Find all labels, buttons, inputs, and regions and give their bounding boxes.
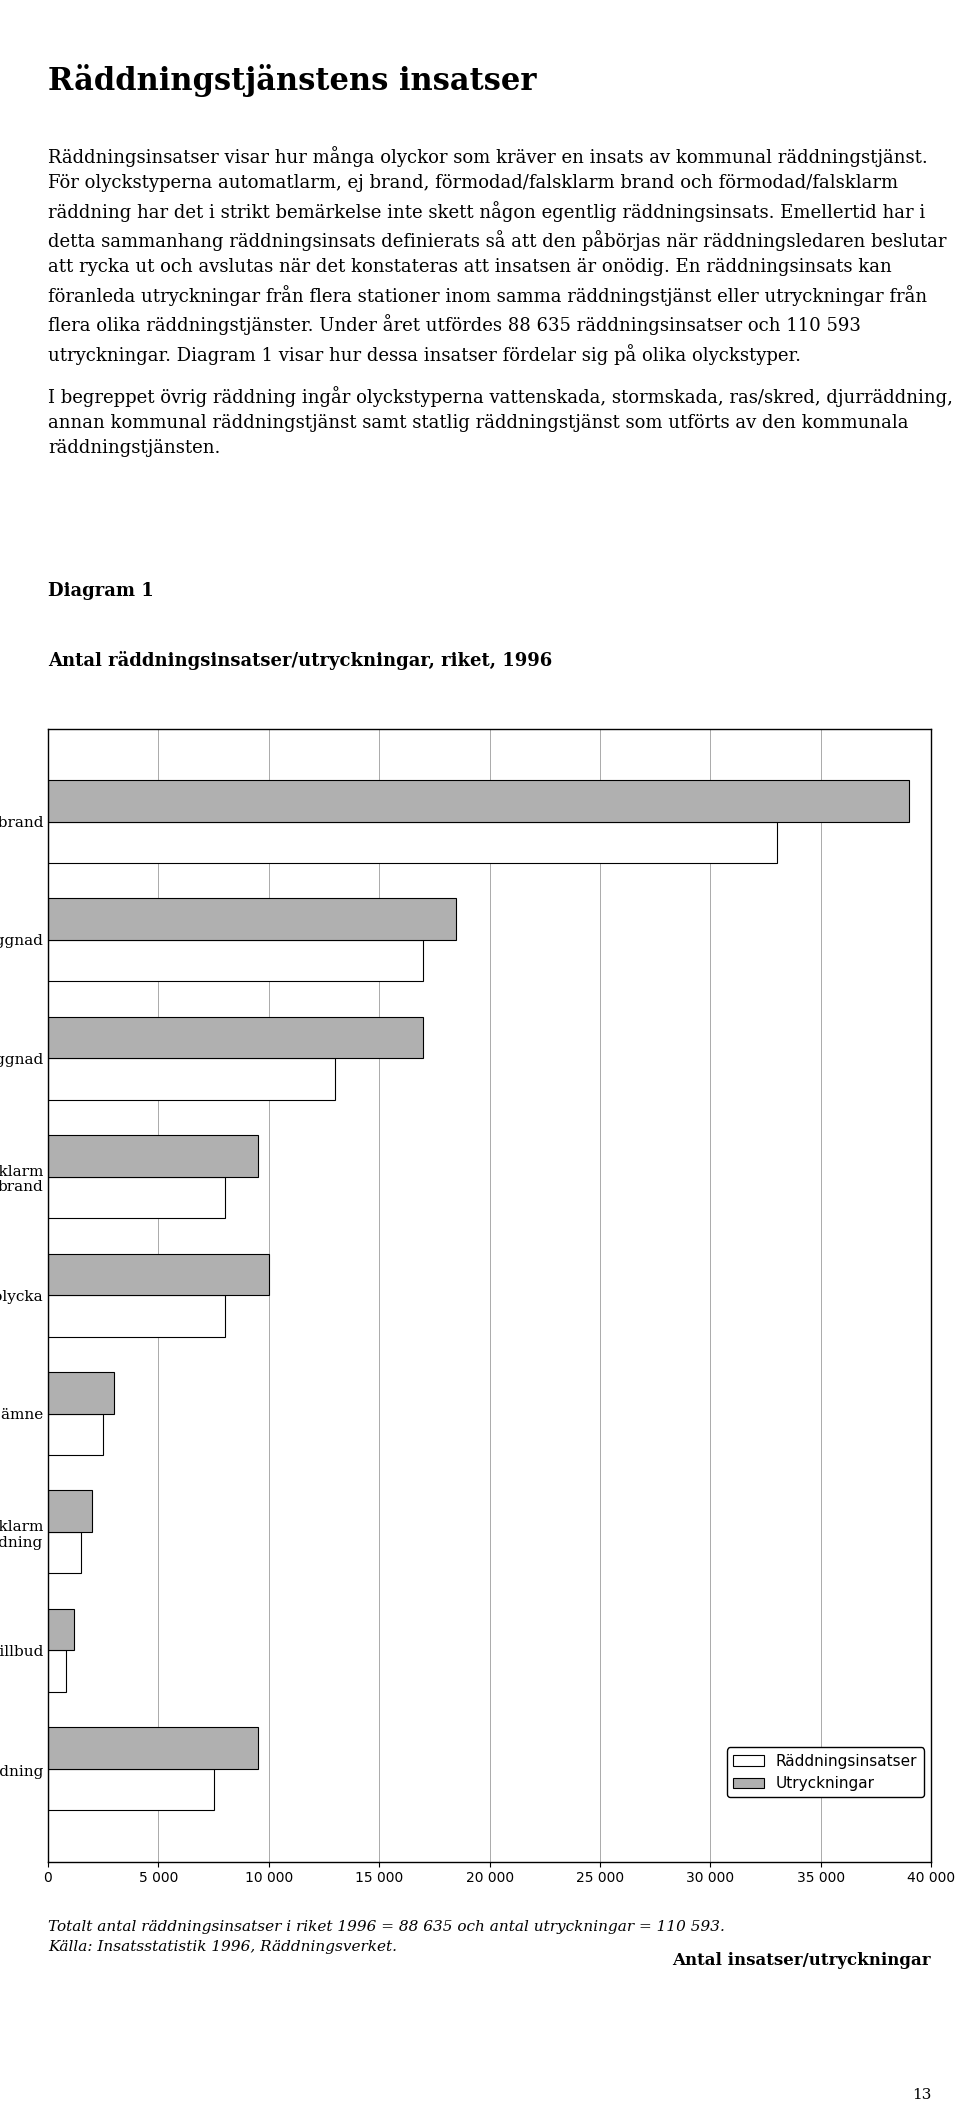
Legend: Räddningsinsatser, Utryckningar: Räddningsinsatser, Utryckningar xyxy=(727,1747,924,1798)
Bar xyxy=(48,1728,257,1768)
Bar xyxy=(48,1295,225,1337)
Text: Räddningstjänstens insatser: Räddningstjänstens insatser xyxy=(48,64,537,98)
X-axis label: Antal insatser/utryckningar: Antal insatser/utryckningar xyxy=(673,1953,931,1970)
Bar xyxy=(48,1533,81,1573)
Bar xyxy=(48,1017,423,1057)
Bar xyxy=(48,1176,225,1219)
Bar xyxy=(48,822,777,862)
Bar xyxy=(48,898,457,940)
Text: I begreppet övrig räddning ingår olyckstyperna vattenskada, stormskada, ras/skre: I begreppet övrig räddning ingår olyckst… xyxy=(48,386,953,456)
Bar xyxy=(48,1371,114,1414)
Bar xyxy=(48,1414,103,1454)
Text: Räddningsinsatser visar hur många olyckor som kräver en insats av kommunal räddn: Räddningsinsatser visar hur många olycko… xyxy=(48,146,947,365)
Bar xyxy=(48,1768,213,1811)
Text: 13: 13 xyxy=(912,2087,931,2102)
Text: Diagram 1: Diagram 1 xyxy=(48,582,154,601)
Bar xyxy=(48,1136,257,1176)
Bar xyxy=(48,1650,65,1692)
Bar xyxy=(48,940,423,981)
Text: Antal räddningsinsatser/utryckningar, riket, 1996: Antal räddningsinsatser/utryckningar, ri… xyxy=(48,652,552,671)
Bar xyxy=(48,1609,75,1650)
Bar xyxy=(48,1057,335,1100)
Bar xyxy=(48,1490,92,1533)
Text: Totalt antal räddningsinsatser i riket 1996 = 88 635 och antal utryckningar = 11: Totalt antal räddningsinsatser i riket 1… xyxy=(48,1919,725,1953)
Bar xyxy=(48,779,909,822)
Bar xyxy=(48,1255,269,1295)
